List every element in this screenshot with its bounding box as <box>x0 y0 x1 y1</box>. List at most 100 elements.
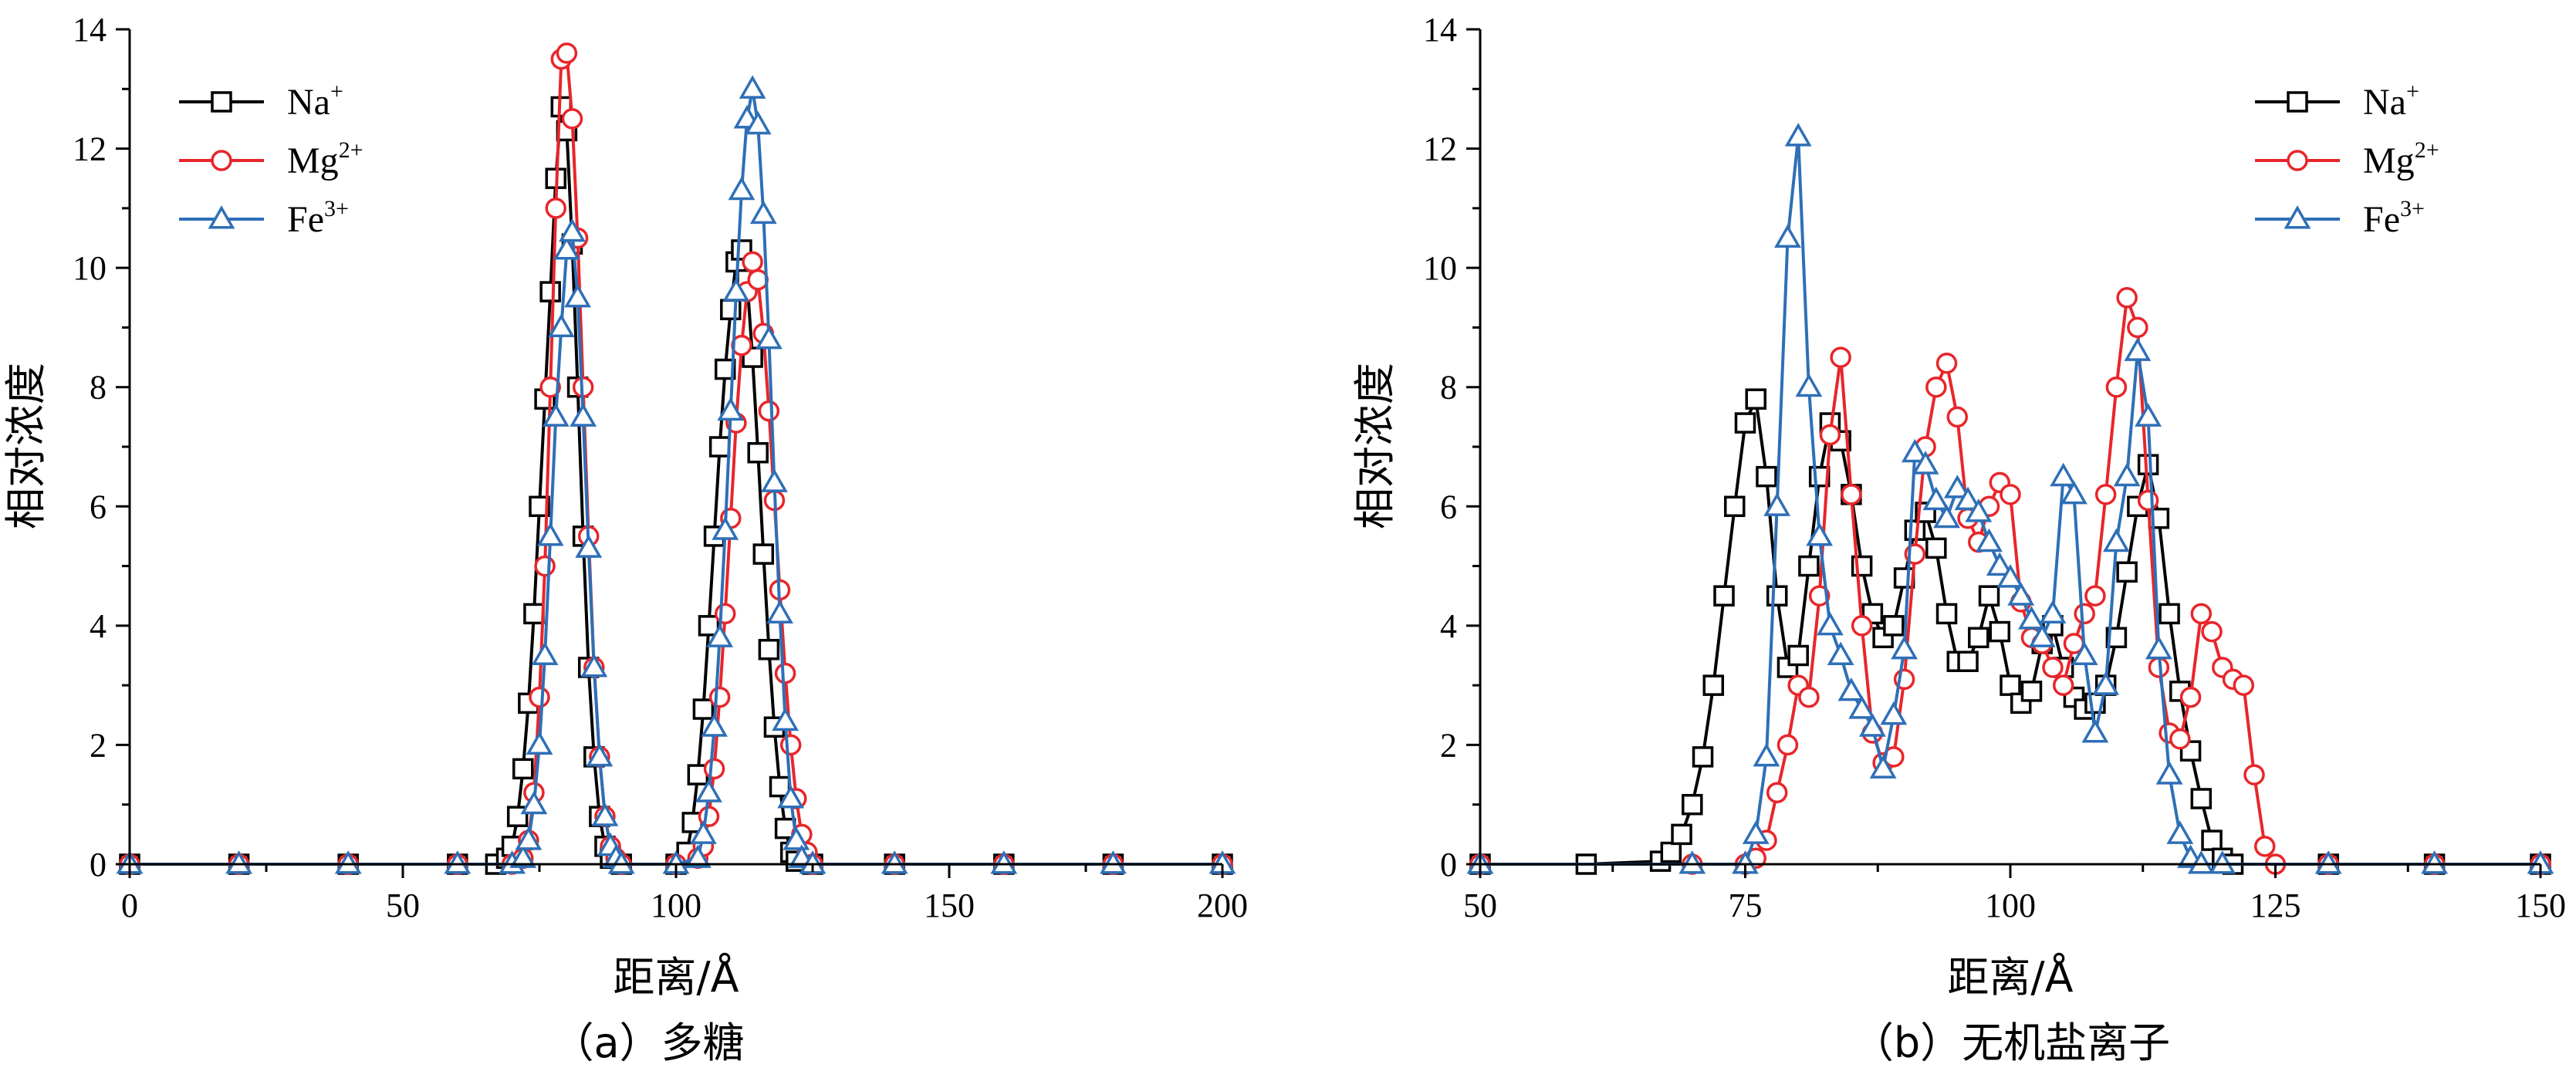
data-point <box>2201 829 2223 851</box>
data-point <box>515 826 543 850</box>
data-point <box>1912 451 1939 475</box>
data-point <box>2018 606 2045 630</box>
data-point <box>714 603 736 625</box>
legend-swatch-marker <box>2287 150 2308 171</box>
data-point <box>2039 600 2067 623</box>
data-point <box>1827 641 1854 666</box>
data-point <box>1787 644 1809 667</box>
data-point <box>1869 755 1897 779</box>
legend: Na+ Mg2+ Fe3+ <box>179 79 363 240</box>
data-point <box>742 251 763 273</box>
data-point <box>1986 552 2013 576</box>
data-point <box>2166 820 2194 844</box>
chart-panel-b: 50 75 100 125 150 0 2 4 6 8 10 12 14 距离/Å 相对浓度 （b）无机盐离子… <box>1351 11 2566 1067</box>
data-point <box>755 325 783 350</box>
data-point <box>2105 376 2128 398</box>
data-point <box>1798 555 1820 577</box>
x-axis-label: 距离/Å <box>613 952 739 1002</box>
panel-caption: （b）无机盐离子 <box>1852 1019 2170 1067</box>
data-point <box>580 654 608 677</box>
data-point <box>1660 841 1682 863</box>
data-point <box>2187 850 2215 874</box>
data-point <box>698 615 720 637</box>
data-point <box>1891 635 1918 660</box>
data-point <box>1763 492 1791 516</box>
legend-entry: Mg2+ <box>2363 137 2439 181</box>
data-point <box>2169 728 2191 750</box>
data-point <box>2201 620 2223 643</box>
series-line <box>1480 393 2541 866</box>
data-point <box>2179 740 2202 762</box>
data-point <box>1837 677 1865 701</box>
data-point <box>1904 519 1926 541</box>
data-point <box>2243 764 2265 786</box>
data-point <box>545 198 566 219</box>
data-point <box>758 639 780 661</box>
data-point <box>1745 388 1766 410</box>
data-point <box>1968 627 1989 649</box>
data-point <box>2000 674 2021 696</box>
data-point <box>783 826 810 850</box>
data-point <box>1976 528 2003 552</box>
y-tick-label: 14 <box>73 11 106 49</box>
y-tick-label: 4 <box>1440 607 1457 645</box>
data-point <box>225 850 253 874</box>
data-point <box>2135 403 2162 427</box>
legend-swatch-marker <box>2287 91 2308 113</box>
data-point <box>2158 603 2180 625</box>
data-point <box>2137 489 2159 512</box>
data-point <box>1880 701 1908 725</box>
data-point <box>1933 504 1960 529</box>
x-tick-label: 50 <box>1463 887 1497 924</box>
data-point <box>2209 850 2236 874</box>
data-point <box>1965 498 1993 522</box>
data-point <box>1692 746 1714 768</box>
x-tick-label: 200 <box>1197 887 1248 924</box>
data-point <box>556 42 578 64</box>
y-tick-label: 8 <box>90 369 106 407</box>
data-point <box>529 686 550 708</box>
panel-caption: （a）多糖 <box>552 1019 744 1067</box>
data-point <box>2155 761 2183 785</box>
data-point <box>684 844 712 868</box>
data-point <box>1883 615 1905 637</box>
y-tick-label: 2 <box>90 726 106 764</box>
chart-panel-a: 0 50 100 150 200 0 2 4 6 8 10 12 14 距离/Å 相对浓度 （a）多糖 Na+ M… <box>2 11 1248 1067</box>
data-point <box>1858 713 1886 737</box>
data-point <box>772 707 800 731</box>
data-point <box>774 662 796 684</box>
data-point <box>2074 603 2095 625</box>
data-point <box>2071 641 2098 666</box>
data-point <box>799 850 827 874</box>
data-point <box>761 468 788 492</box>
data-point <box>687 764 709 786</box>
data-point <box>1798 686 1820 708</box>
data-point <box>747 441 769 464</box>
legend-entry: Na+ <box>2363 79 2419 123</box>
data-point <box>1851 615 1873 637</box>
data-point <box>2081 719 2109 743</box>
data-point <box>747 269 769 291</box>
data-point <box>1861 603 1884 625</box>
y-axis-label: 相对浓度 <box>2 363 50 529</box>
legend-swatch-marker <box>211 150 232 171</box>
data-point <box>2233 674 2255 696</box>
data-point <box>703 758 725 780</box>
data-point <box>1978 585 2000 606</box>
data-point <box>1817 611 1844 636</box>
data-point <box>1702 674 1725 696</box>
data-point <box>1795 373 1823 397</box>
x-tick-label: 100 <box>651 887 701 924</box>
data-point <box>334 850 362 874</box>
data-point <box>512 758 534 780</box>
data-point <box>2060 480 2088 505</box>
data-point <box>692 698 715 720</box>
data-point <box>534 555 556 577</box>
data-point <box>570 403 597 427</box>
data-point <box>1713 585 1735 606</box>
data-point <box>1774 224 1801 248</box>
legend-swatch-marker <box>211 91 232 113</box>
data-point <box>744 110 772 135</box>
data-point <box>1742 820 1770 844</box>
